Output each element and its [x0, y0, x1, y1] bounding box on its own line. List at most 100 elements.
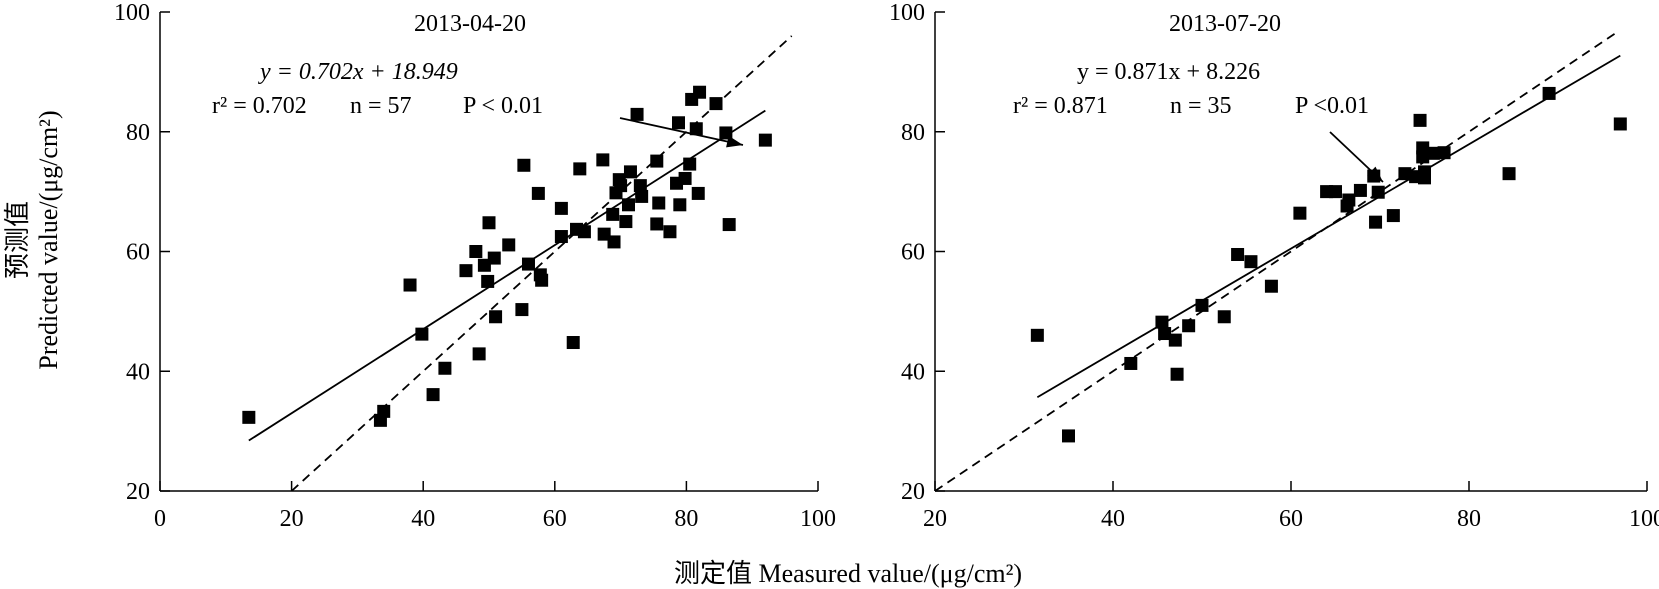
panel-2-x-tick-label: 40: [1101, 506, 1125, 532]
panel-1-data-point: [577, 225, 591, 239]
panel-2-data-point: [1195, 298, 1209, 312]
panel-1-data-point: [672, 116, 686, 130]
panel-1-data-point: [566, 336, 580, 350]
panel-1-data-point: [531, 186, 545, 200]
panel-1-data-point: [623, 165, 637, 179]
panel-2-data-point: [1418, 171, 1431, 185]
panel-2-data-point: [1231, 247, 1245, 261]
panel-2-data-point: [1030, 328, 1044, 342]
panel-2-data-point: [1398, 167, 1412, 181]
panel-1-data-point: [650, 217, 664, 231]
x-axis-label: 测定值 Measured value/(μg/cm²): [674, 559, 1022, 588]
panel-2-y-tick-label: 20: [901, 479, 925, 505]
panel-1-data-point: [521, 257, 535, 271]
panel-2-x-tick-label: 60: [1279, 506, 1303, 532]
panel-1-x-tick-label: 0: [154, 506, 166, 532]
panel-2-data-point: [1244, 255, 1258, 269]
panel-1-y-tick-label: 60: [126, 240, 150, 266]
panel-1-fit-line: [248, 109, 766, 442]
panel-2-data-point: [1386, 209, 1400, 223]
panel-2-data-point: [1158, 327, 1172, 341]
panel-1-data-point: [242, 410, 256, 424]
panel-2013-04-20: 2013-04-20 y = 0.702x + 18.949 r² = 0.70…: [114, 0, 836, 532]
panel-1-data-point: [377, 404, 391, 418]
panel-2-data-point: [1369, 215, 1383, 229]
panel-1-x-tick-label: 60: [543, 506, 567, 532]
panel-1-y-tick-label: 100: [114, 0, 150, 26]
panel-1-data-point: [607, 235, 621, 249]
panel-2-y-tick-label: 80: [901, 120, 925, 146]
y-axis-label-en: Predicted value/(μg/cm²): [34, 110, 63, 369]
panel-1-data-point: [469, 245, 483, 258]
panel-1-data-point: [482, 216, 496, 230]
panel-1-data-point: [614, 179, 628, 193]
panel-1-data-point: [683, 157, 697, 171]
panel-2-data-point: [1416, 141, 1430, 155]
panel-2-title: 2013-07-20: [1169, 11, 1281, 37]
panel-1-data-point: [597, 227, 611, 241]
panel-2-data-point: [1329, 185, 1342, 199]
panel-1-data-point: [515, 303, 529, 317]
panel-1-data-point: [596, 153, 610, 167]
panel-2-data-point: [1217, 310, 1231, 324]
panel-2-data-point: [1413, 113, 1427, 127]
panel-1-data-point: [403, 278, 417, 292]
panel-1-data-point: [673, 198, 687, 212]
panel-2-data-point: [1437, 146, 1451, 160]
panel-2-data-point: [1155, 315, 1169, 329]
panel-2-reference-line: [934, 30, 1620, 492]
panel-1-data-point: [691, 186, 705, 200]
panel-1-y-tick-label: 40: [126, 359, 150, 385]
panel-1-data-point: [554, 201, 568, 215]
panel-2-data-point: [1371, 185, 1385, 199]
panel-1-y-tick-label: 20: [126, 479, 150, 505]
panel-2-p: P <0.01: [1295, 93, 1369, 119]
panel-1-data-point: [678, 171, 692, 185]
panel-2-data-point: [1264, 279, 1278, 293]
panel-1-data-point: [481, 274, 495, 288]
panel-1-data-point: [630, 107, 644, 121]
panel-1-data-point: [517, 158, 531, 172]
panel-2-n: n = 35: [1170, 93, 1232, 119]
panel-1-data-point: [621, 198, 635, 212]
panel-1-data-point: [689, 122, 703, 136]
panel-1-data-point: [633, 179, 647, 193]
panel-2-data-point: [1613, 117, 1627, 131]
y-axis-label-cn: 预测值: [3, 201, 32, 279]
panel-2-y-tick-label: 60: [901, 240, 925, 266]
panel-1-data-point: [663, 225, 677, 239]
panel-1-data-point: [415, 327, 429, 341]
panel-1-title: 2013-04-20: [414, 11, 526, 37]
panel-1-data-point: [459, 264, 473, 278]
panel-1-data-point: [426, 388, 440, 402]
panel-2-x-tick-label: 100: [1629, 506, 1659, 532]
panel-1-x-tick-label: 40: [411, 506, 435, 532]
panel-1-data-point: [709, 97, 723, 111]
panel-1-data-point: [502, 238, 516, 252]
panel-2-y-tick-label: 40: [901, 359, 925, 385]
panel-2-data-point: [1426, 146, 1440, 160]
panel-2-equation: y = 0.871x + 8.226: [1077, 59, 1260, 85]
panel-2-data-point: [1542, 86, 1556, 100]
panel-1-data-point: [472, 347, 486, 361]
panel-1-data-point: [619, 215, 633, 229]
panel-2013-07-20: 2013-07-20 y = 0.871x + 8.226 r² = 0.871…: [889, 0, 1659, 532]
panel-1-data-point: [438, 361, 452, 375]
panel-1-data-point: [606, 207, 620, 221]
panel-2-data-point: [1342, 193, 1356, 207]
panel-2-data-point: [1124, 356, 1138, 370]
panel-1-x-tick-label: 20: [280, 506, 304, 532]
panel-2-y-tick-label: 100: [889, 0, 925, 26]
panel-2-annotation-arrowhead: [1367, 166, 1383, 182]
panel-2-data-point: [1168, 333, 1182, 347]
panel-1-n: n = 57: [350, 93, 412, 119]
panel-2-x-tick-label: 80: [1457, 506, 1481, 532]
panel-1-p: P < 0.01: [463, 93, 543, 119]
panel-1-data-point: [635, 189, 649, 203]
panel-1-r2: r² = 0.702: [212, 93, 307, 119]
panel-1-data-point: [487, 251, 501, 265]
panel-1-y-tick-label: 80: [126, 120, 150, 146]
panel-2-r2: r² = 0.871: [1013, 93, 1108, 119]
